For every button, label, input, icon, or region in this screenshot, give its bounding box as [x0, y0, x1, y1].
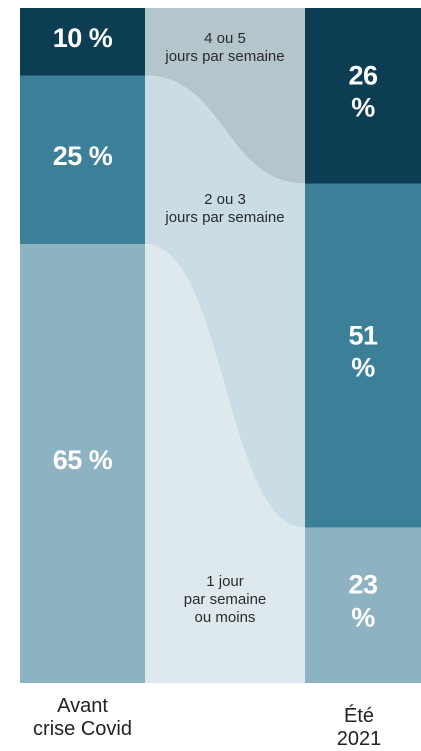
flow-label: 2 ou 3 jours par semaine [165, 191, 285, 226]
bar-segment [20, 8, 145, 76]
category-label: Été 2021 [336, 705, 382, 750]
bar-segment [305, 8, 421, 184]
value-label: 10 % [52, 22, 113, 53]
value-label: 65 % [52, 444, 113, 475]
flow-band [145, 244, 305, 683]
value-label: 23 % [348, 569, 378, 633]
bar-segment [20, 75, 145, 245]
category-label: Avant crise Covid [33, 695, 132, 740]
flow-label: 1 jour par semaine ou moins [183, 573, 267, 626]
value-label: 25 % [52, 140, 113, 171]
value-label: 51 % [348, 320, 378, 383]
flow-band [145, 75, 305, 528]
bar-segment [20, 244, 145, 683]
value-label: 26 % [348, 60, 378, 123]
bar-segment [305, 183, 421, 528]
flow-label: 4 ou 5 jours par semaine [165, 30, 285, 65]
bar-segment [305, 527, 421, 683]
flow-band [145, 8, 305, 184]
